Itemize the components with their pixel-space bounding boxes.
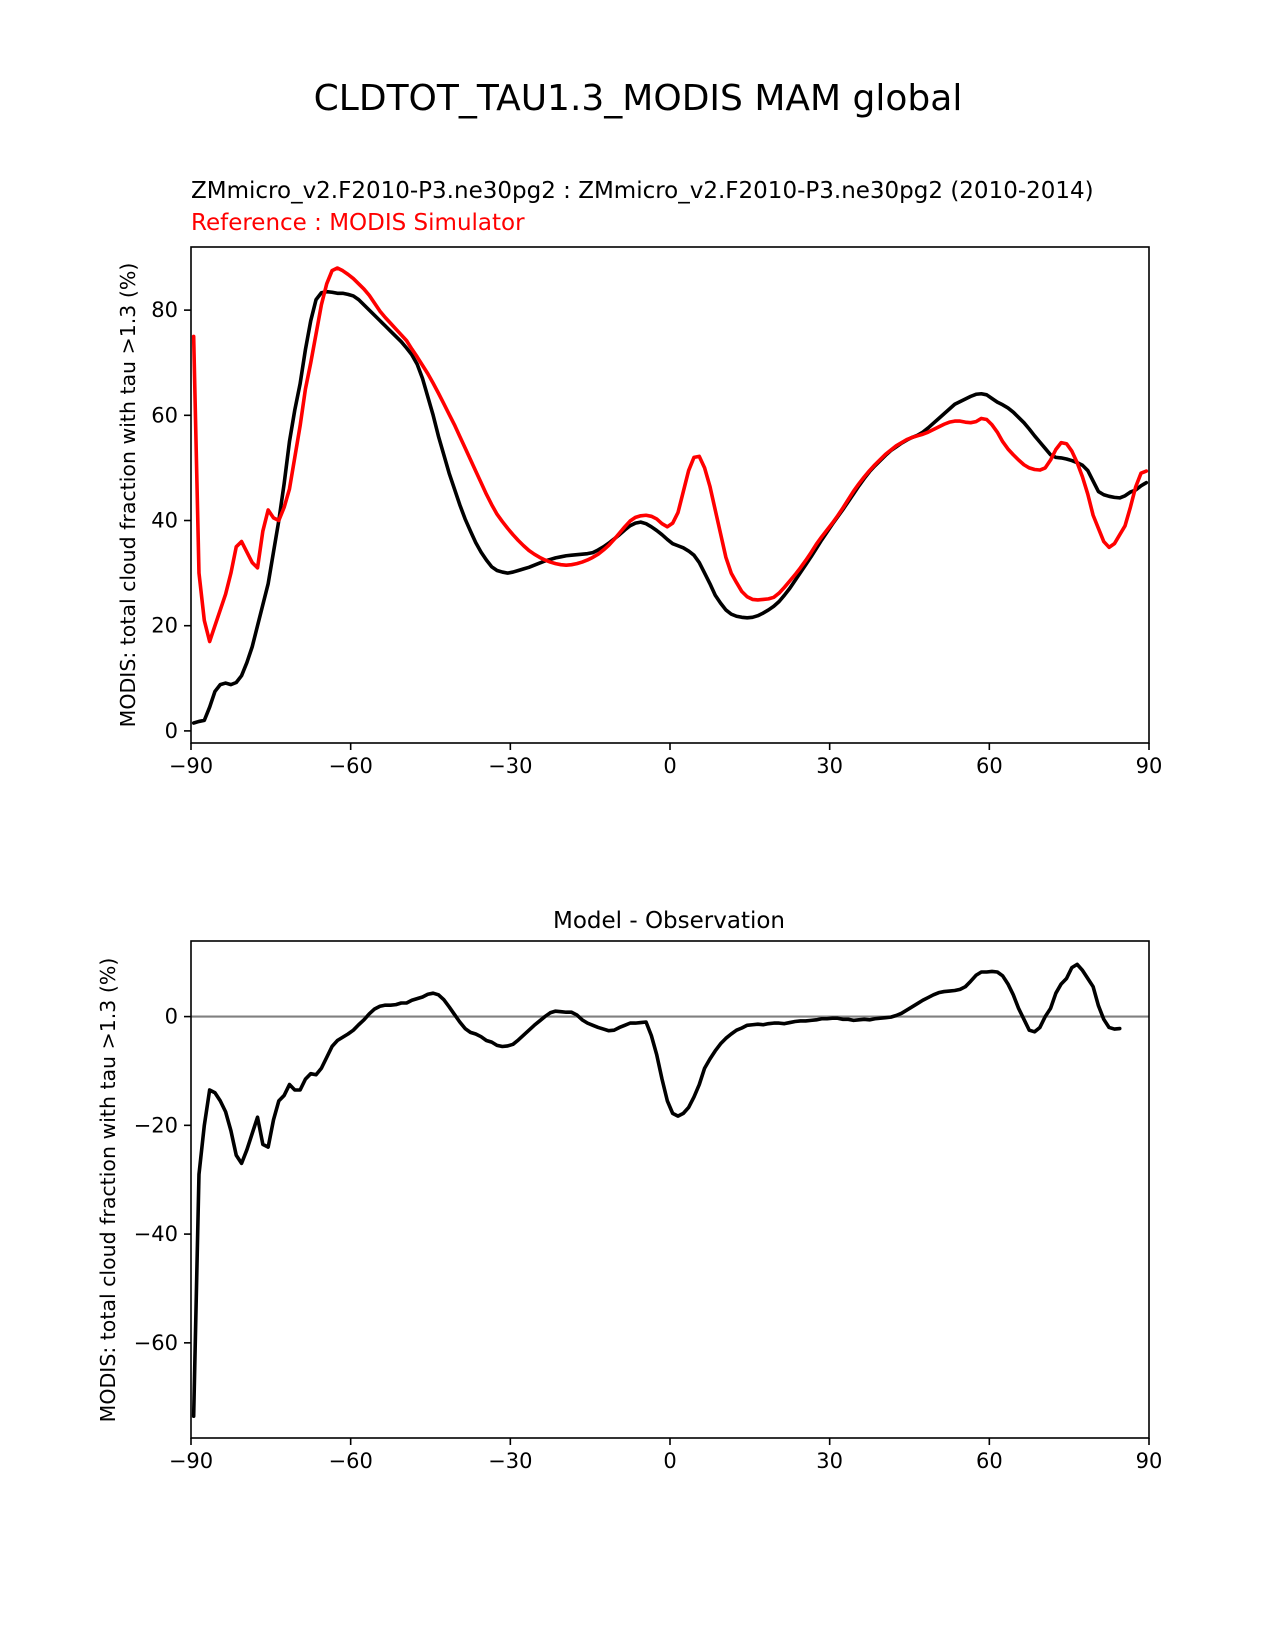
bottom-x-tick-label: −30 [488, 1449, 532, 1473]
top-series-line-1 [191, 289, 1149, 725]
bottom-x-tick-label: −90 [169, 1449, 213, 1473]
top-chart-panel: ZMmicro_v2.F2010-P3.ne30pg2 : ZMmicro_v2… [116, 178, 1162, 778]
bottom-y-tick-label: −40 [134, 1222, 178, 1246]
top-ticks: −90 −60 −30 0 30 60 90 0 20 40 60 80 [151, 298, 1162, 778]
top-y-tick-label: 80 [151, 298, 178, 322]
top-y-tick-label: 40 [151, 509, 178, 533]
bottom-x-tick-label: 60 [976, 1449, 1003, 1473]
bottom-y-tick-label: −20 [134, 1113, 178, 1137]
figure-title: CLDTOT_TAU1.3_MODIS MAM global [314, 78, 963, 119]
top-x-tick-label: 0 [663, 754, 676, 778]
top-x-tick-label: −90 [169, 754, 213, 778]
top-chart-reference-title: Reference : MODIS Simulator [191, 210, 525, 236]
top-y-axis-label: MODIS: total cloud fraction with tau >1.… [116, 263, 140, 728]
top-plot-area [191, 266, 1149, 725]
bottom-x-tick-label: −60 [329, 1449, 373, 1473]
top-y-tick-label: 20 [151, 614, 178, 638]
bottom-x-tick-label: 0 [663, 1449, 676, 1473]
bottom-ticks: −90 −60 −30 0 30 60 90 −60 −40 −20 0 [134, 1005, 1163, 1473]
bottom-x-tick-label: 90 [1136, 1449, 1163, 1473]
bottom-plot-area [191, 962, 1149, 1419]
bottom-y-tick-label: 0 [165, 1005, 178, 1029]
top-y-tick-label: 0 [165, 719, 178, 743]
bottom-x-tick-label: 30 [816, 1449, 843, 1473]
top-x-tick-label: 60 [976, 754, 1003, 778]
top-x-tick-label: −60 [329, 754, 373, 778]
top-x-tick-label: −30 [488, 754, 532, 778]
bottom-y-tick-label: −60 [134, 1331, 178, 1355]
bottom-chart-panel: Model - Observation MODIS: total cloud f… [96, 908, 1162, 1473]
top-x-tick-label: 90 [1136, 754, 1163, 778]
top-chart-title: ZMmicro_v2.F2010-P3.ne30pg2 : ZMmicro_v2… [191, 178, 1094, 204]
top-x-tick-label: 30 [816, 754, 843, 778]
top-series-line-2 [191, 266, 1149, 644]
bottom-y-axis-label: MODIS: total cloud fraction with tau >1.… [96, 958, 120, 1423]
bottom-series-line-1 [191, 962, 1122, 1419]
bottom-chart-title: Model - Observation [553, 908, 785, 934]
top-y-tick-label: 60 [151, 403, 178, 427]
